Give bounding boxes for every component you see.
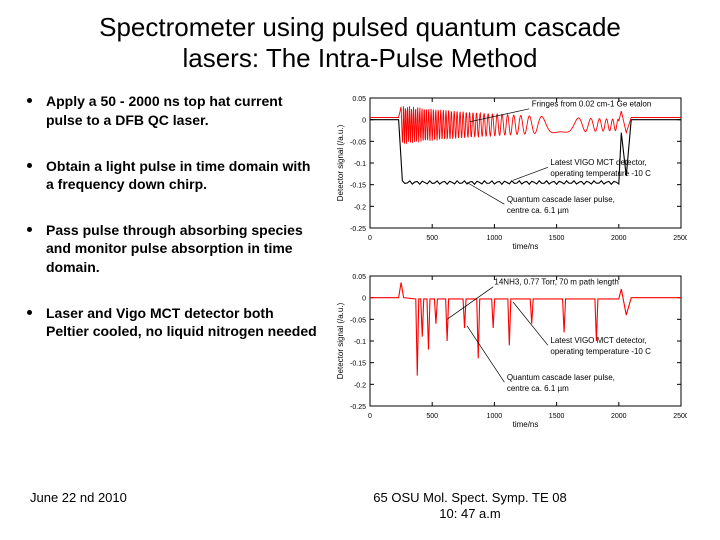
- svg-text:500: 500: [426, 235, 438, 242]
- footer-conference: 65 OSU Mol. Spect. Symp. TE 08 10: 47 a.…: [250, 490, 690, 523]
- svg-text:Quantum cascade laser pulse,: Quantum cascade laser pulse,: [507, 195, 615, 204]
- bullet-text: Pass pulse through absorbing species and…: [46, 221, 320, 276]
- svg-text:-0.1: -0.1: [354, 161, 366, 168]
- svg-text:0: 0: [362, 118, 366, 125]
- footer: June 22 nd 2010 65 OSU Mol. Spect. Symp.…: [0, 490, 720, 523]
- svg-text:-0.05: -0.05: [350, 318, 366, 325]
- content-row: Apply a 50 - 2000 ns top hat current pul…: [0, 92, 720, 448]
- bullet-text: Obtain a light pulse in time domain with…: [46, 157, 320, 193]
- svg-text:Detector signal (/a.u.): Detector signal (/a.u.): [336, 303, 345, 380]
- svg-text:-0.2: -0.2: [354, 383, 366, 390]
- bullet-item: Obtain a light pulse in time domain with…: [25, 157, 320, 193]
- footer-date: June 22 nd 2010: [30, 490, 250, 523]
- svg-text:-0.2: -0.2: [354, 205, 366, 212]
- svg-text:0.05: 0.05: [352, 274, 366, 281]
- svg-text:0: 0: [368, 413, 372, 420]
- svg-text:2500: 2500: [673, 235, 687, 242]
- svg-text:-0.25: -0.25: [350, 404, 366, 411]
- title-line-2: lasers: The Intra-Pulse Method: [182, 43, 537, 73]
- svg-text:operating temperature -10 C: operating temperature -10 C: [550, 347, 651, 356]
- bullet-text: Laser and Vigo MCT detector both Peltier…: [46, 304, 320, 340]
- chart-bottom: 0.050-0.05-0.1-0.15-0.2-0.25050010001500…: [332, 270, 687, 430]
- chart-top: 0.050-0.05-0.1-0.15-0.2-0.25050010001500…: [332, 92, 687, 252]
- svg-text:0.05: 0.05: [352, 96, 366, 103]
- svg-text:Quantum cascade laser pulse,: Quantum cascade laser pulse,: [507, 373, 615, 382]
- svg-text:operating temperature -10 C: operating temperature -10 C: [550, 169, 651, 178]
- footer-center-line-1: 65 OSU Mol. Spect. Symp. TE 08: [373, 490, 566, 505]
- svg-text:time/ns: time/ns: [513, 420, 539, 429]
- bullet-item: Pass pulse through absorbing species and…: [25, 221, 320, 276]
- svg-text:14NH3, 0.77 Torr, 70 m path le: 14NH3, 0.77 Torr, 70 m path length: [494, 278, 618, 287]
- bullet-text: Apply a 50 - 2000 ns top hat current pul…: [46, 92, 320, 128]
- slide-title: Spectrometer using pulsed quantum cascad…: [0, 0, 720, 92]
- bullet-list: Apply a 50 - 2000 ns top hat current pul…: [25, 92, 320, 340]
- svg-text:Latest VIGO MCT detector,: Latest VIGO MCT detector,: [550, 159, 646, 168]
- svg-text:Latest VIGO MCT detector,: Latest VIGO MCT detector,: [550, 337, 646, 346]
- svg-text:2500: 2500: [673, 413, 687, 420]
- svg-text:500: 500: [426, 413, 438, 420]
- svg-text:-0.05: -0.05: [350, 140, 366, 147]
- bullet-dot-icon: [27, 310, 32, 315]
- svg-text:1000: 1000: [487, 235, 503, 242]
- svg-text:Fringes from 0.02 cm-1 Ge etal: Fringes from 0.02 cm-1 Ge etalon: [532, 100, 652, 109]
- svg-text:centre ca. 6.1 µm: centre ca. 6.1 µm: [507, 384, 569, 393]
- svg-text:-0.1: -0.1: [354, 339, 366, 346]
- svg-text:Detector signal (/a.u.): Detector signal (/a.u.): [336, 125, 345, 202]
- svg-text:1000: 1000: [487, 413, 503, 420]
- bullet-dot-icon: [27, 98, 32, 103]
- svg-text:-0.25: -0.25: [350, 226, 366, 233]
- svg-text:1500: 1500: [549, 413, 565, 420]
- svg-text:time/ns: time/ns: [513, 242, 539, 251]
- bullet-dot-icon: [27, 227, 32, 232]
- bullet-dot-icon: [27, 163, 32, 168]
- svg-text:-0.15: -0.15: [350, 183, 366, 190]
- bullet-item: Apply a 50 - 2000 ns top hat current pul…: [25, 92, 320, 128]
- footer-center-line-2: 10: 47 a.m: [439, 506, 500, 521]
- svg-text:-0.15: -0.15: [350, 361, 366, 368]
- title-line-1: Spectrometer using pulsed quantum cascad…: [99, 12, 621, 42]
- charts-column: 0.050-0.05-0.1-0.15-0.2-0.25050010001500…: [320, 92, 695, 448]
- svg-text:0: 0: [368, 235, 372, 242]
- svg-text:0: 0: [362, 296, 366, 303]
- svg-text:centre ca. 6.1 µm: centre ca. 6.1 µm: [507, 206, 569, 215]
- svg-text:1500: 1500: [549, 235, 565, 242]
- svg-text:2000: 2000: [611, 235, 627, 242]
- bullets-column: Apply a 50 - 2000 ns top hat current pul…: [25, 92, 320, 448]
- bullet-item: Laser and Vigo MCT detector both Peltier…: [25, 304, 320, 340]
- svg-text:2000: 2000: [611, 413, 627, 420]
